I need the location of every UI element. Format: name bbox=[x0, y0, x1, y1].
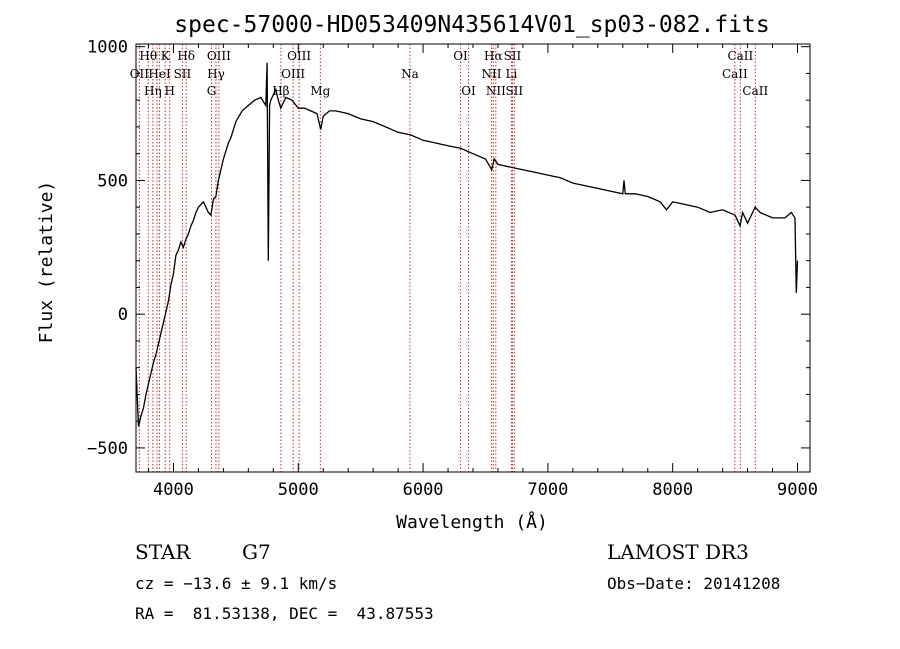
line-label: OI bbox=[453, 49, 468, 63]
line-label: HeI bbox=[148, 67, 171, 81]
line-label: Hγ bbox=[207, 67, 225, 81]
line-label: CaII bbox=[742, 84, 768, 98]
chart-title: spec-57000-HD053409N435614V01_sp03-082.f… bbox=[174, 12, 769, 38]
x-tick-label: 6000 bbox=[403, 480, 444, 500]
line-label: SII bbox=[504, 49, 522, 63]
x-tick-label: 8000 bbox=[652, 480, 693, 500]
line-label: OIII bbox=[207, 49, 231, 63]
x-axis-ticks: 4000 5000 6000 7000 8000 9000 bbox=[147, 44, 818, 500]
survey-name: LAMOST DR3 bbox=[607, 540, 749, 564]
line-label: Hδ bbox=[177, 49, 195, 63]
x-tick-label: 9000 bbox=[777, 480, 818, 500]
line-label: OII bbox=[130, 67, 150, 81]
line-label: G bbox=[207, 84, 217, 98]
line-label: Hη bbox=[144, 84, 162, 98]
y-tick-label: 1000 bbox=[87, 38, 128, 58]
line-label: OIII bbox=[281, 67, 305, 81]
observation-date: Obs−Date: 20141208 bbox=[607, 574, 781, 593]
x-tick-label: 4000 bbox=[153, 480, 194, 500]
line-label: H bbox=[164, 84, 174, 98]
coordinates: RA = 81.53138, DEC = 43.87553 bbox=[135, 604, 434, 623]
y-axis-label: Flux (relative) bbox=[36, 181, 57, 344]
x-tick-label: 5000 bbox=[278, 480, 319, 500]
line-label: SII bbox=[174, 67, 192, 81]
line-label: SII bbox=[505, 84, 523, 98]
line-label: Mg bbox=[310, 84, 330, 98]
y-tick-label: 0 bbox=[118, 305, 128, 325]
line-label: K bbox=[161, 49, 171, 63]
y-tick-label: 500 bbox=[97, 171, 128, 191]
spectral-line-markers bbox=[138, 44, 756, 472]
plot-frame bbox=[135, 43, 811, 473]
line-label: CaII bbox=[722, 67, 748, 81]
x-axis-label: Wavelength (Å) bbox=[396, 511, 548, 533]
object-class: STAR bbox=[135, 540, 191, 564]
x-tick-label: 7000 bbox=[527, 480, 568, 500]
line-label: CaII bbox=[727, 49, 753, 63]
line-label: Hθ bbox=[139, 49, 157, 63]
line-label: NII bbox=[481, 67, 501, 81]
line-label: NII bbox=[486, 84, 506, 98]
y-axis-ticks: −500 0 500 1000 bbox=[87, 38, 810, 459]
spectrum-line bbox=[135, 62, 799, 427]
object-subclass: G7 bbox=[242, 540, 271, 564]
spectral-line-labels: OIIHθHηHeIKHSIIHδGHγOIIIHβOIIIOIIIMgNaOI… bbox=[130, 49, 769, 98]
line-label: OIII bbox=[287, 49, 311, 63]
y-tick-label: −500 bbox=[87, 439, 128, 459]
line-label: Hα bbox=[484, 49, 503, 63]
line-label: Na bbox=[401, 67, 419, 81]
line-label: OI bbox=[461, 84, 476, 98]
line-label: Li bbox=[506, 67, 518, 81]
redshift-info: cz = −13.6 ± 9.1 km/s bbox=[135, 574, 338, 593]
